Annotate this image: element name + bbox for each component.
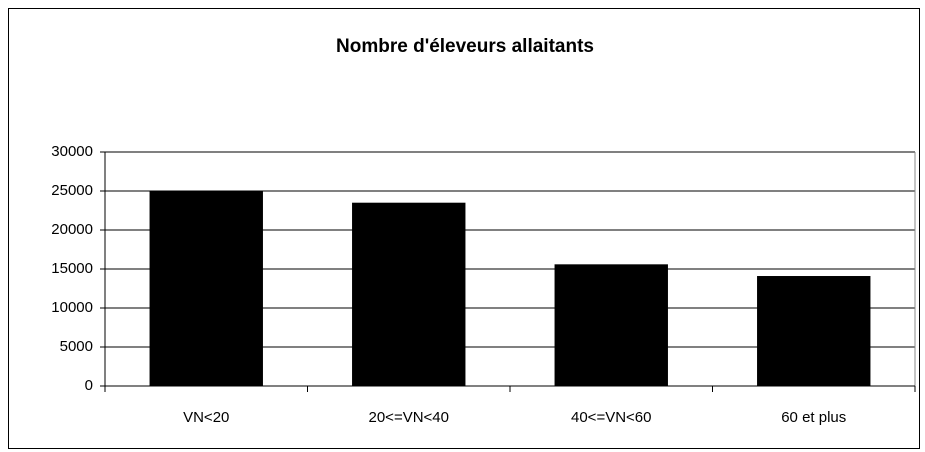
x-tick-label: 40<=VN<60 [571, 409, 652, 426]
bar [554, 264, 668, 386]
y-tick-label: 20000 [51, 221, 93, 238]
y-tick-label: 15000 [51, 260, 93, 277]
y-tick-label: 0 [85, 377, 93, 394]
bar [149, 191, 263, 386]
y-tick-label: 10000 [51, 299, 93, 316]
bar [757, 276, 871, 386]
x-tick-label: VN<20 [183, 409, 229, 426]
y-tick-label: 30000 [51, 143, 93, 160]
bar [352, 202, 466, 386]
y-tick-label: 25000 [51, 182, 93, 199]
x-tick-label: 60 et plus [781, 409, 846, 426]
y-tick-label: 5000 [60, 338, 93, 355]
x-tick-label: 20<=VN<40 [369, 409, 450, 426]
chart-title: Nombre d'éleveurs allaitants [336, 36, 594, 57]
